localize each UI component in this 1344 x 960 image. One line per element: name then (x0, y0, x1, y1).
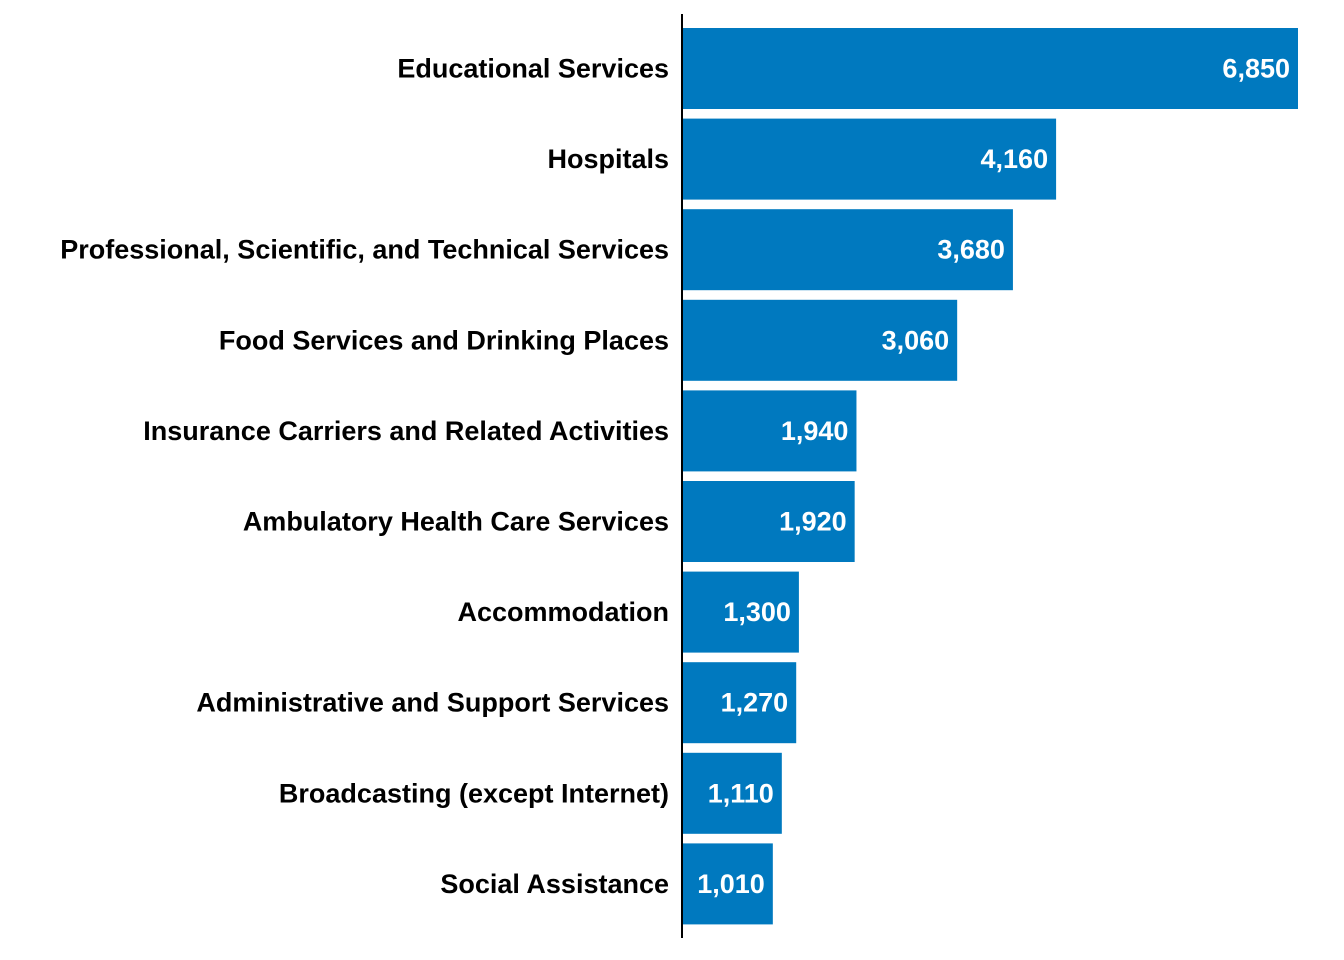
bar (682, 28, 1298, 109)
value-label: 1,270 (721, 688, 789, 718)
category-labels-layer: Educational Services Hospitals Professiona… (60, 54, 669, 899)
category-label: Administrative and Support Services (196, 688, 669, 718)
category-label: Professional, Scientific, and Technical … (60, 235, 669, 265)
bar (682, 390, 857, 472)
bar (682, 209, 1013, 291)
bar (682, 571, 799, 653)
bar (682, 481, 855, 562)
value-label: 1,940 (781, 416, 849, 446)
bars-layer (682, 28, 1298, 925)
category-label: Accommodation (457, 597, 669, 627)
bar (682, 118, 1057, 200)
bar (682, 843, 773, 925)
category-label: Social Assistance (440, 869, 669, 899)
category-label: Ambulatory Health Care Services (243, 507, 669, 537)
value-labels-layer: 6,850 4,160 3,680 3,060 1,940 1,920 1,300 1,270… (697, 54, 1290, 899)
category-label: Food Services and Drinking Places (219, 325, 669, 355)
value-label: 1,300 (723, 597, 791, 627)
category-label: Broadcasting (except Internet) (279, 778, 669, 808)
value-label: 3,060 (882, 325, 950, 355)
category-label: Hospitals (547, 144, 669, 174)
value-label: 3,680 (937, 235, 1005, 265)
bar (682, 752, 782, 834)
value-label: 1,920 (779, 507, 847, 537)
category-label: Educational Services (397, 54, 669, 84)
bar (682, 662, 797, 744)
value-label: 4,160 (981, 144, 1049, 174)
value-label: 6,850 (1222, 54, 1290, 84)
category-label: Insurance Carriers and Related Activitie… (143, 416, 669, 446)
value-label: 1,010 (697, 869, 765, 899)
bar (682, 299, 958, 381)
value-label: 1,110 (708, 778, 774, 808)
